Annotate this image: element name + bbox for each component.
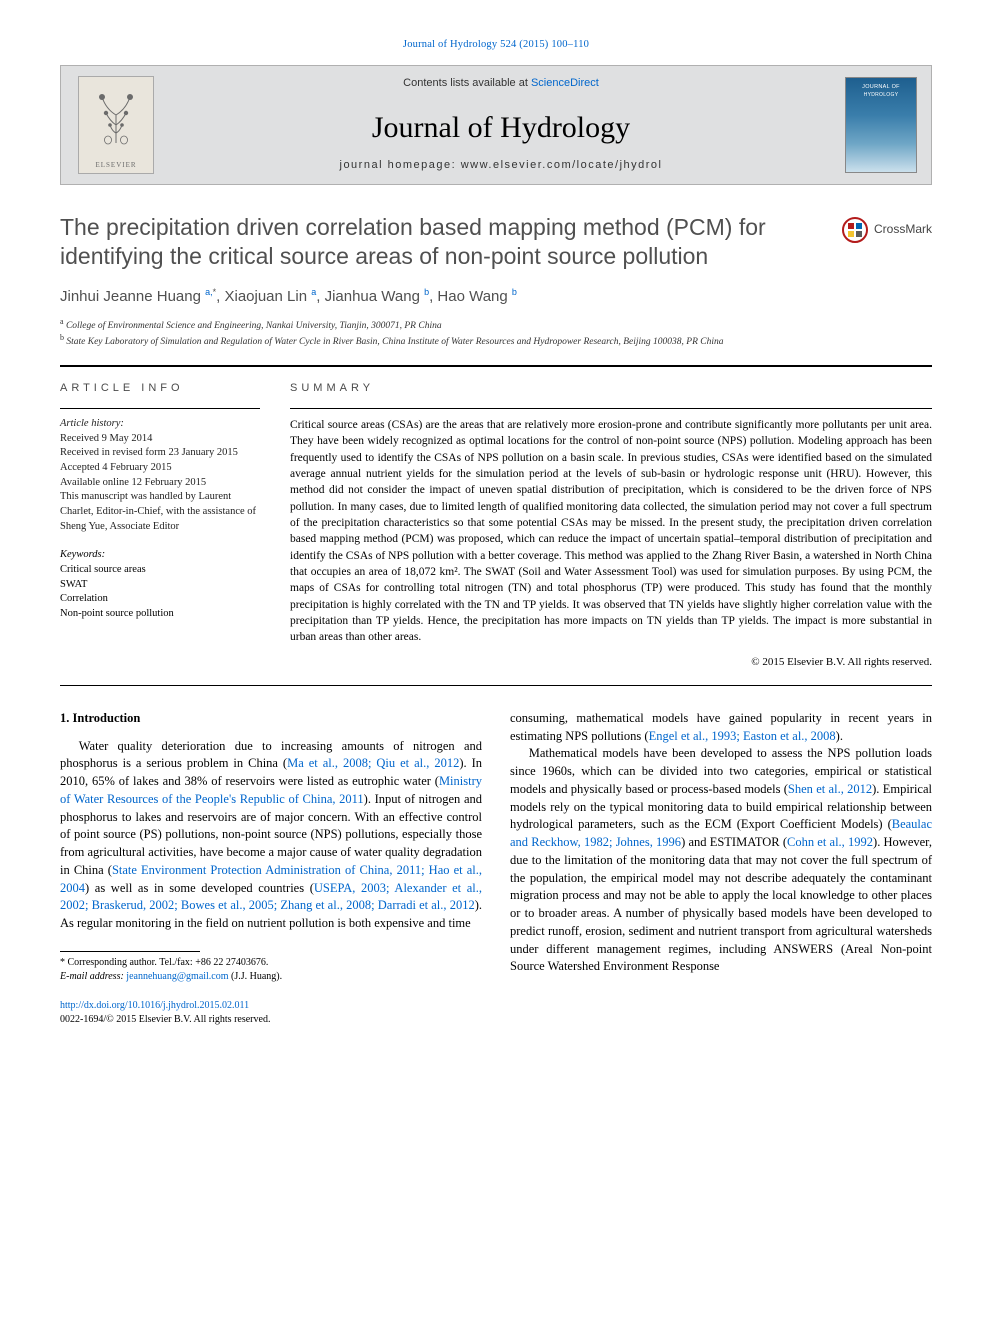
doi-link[interactable]: http://dx.doi.org/10.1016/j.jhydrol.2015… bbox=[60, 1000, 249, 1011]
section-heading: 1. Introduction bbox=[60, 710, 482, 728]
body-paragraph: consuming, mathematical models have gain… bbox=[510, 710, 932, 746]
author-list: Jinhui Jeanne Huang a,*, Xiaojuan Lin a,… bbox=[60, 286, 932, 307]
history-line: Available online 12 February 2015 bbox=[60, 476, 260, 491]
email-paren: (J.J. Huang). bbox=[229, 971, 283, 982]
divider bbox=[60, 408, 260, 409]
section-number: 1. bbox=[60, 711, 69, 725]
crossmark-label: CrossMark bbox=[874, 221, 932, 238]
tree-icon bbox=[90, 85, 142, 145]
homepage-url: www.elsevier.com/locate/jhydrol bbox=[461, 159, 663, 171]
body-paragraph: Mathematical models have been developed … bbox=[510, 745, 932, 976]
elsevier-label: ELSEVIER bbox=[95, 161, 136, 173]
footnote-rule bbox=[60, 951, 200, 952]
cover-line1: JOURNAL OF bbox=[846, 84, 916, 92]
crossmark-icon bbox=[842, 217, 868, 243]
journal-homepage: journal homepage: www.elsevier.com/locat… bbox=[179, 158, 823, 173]
contents-line: Contents lists available at ScienceDirec… bbox=[179, 76, 823, 91]
contents-prefix: Contents lists available at bbox=[403, 77, 531, 89]
history-line: This manuscript was handled by Laurent C… bbox=[60, 490, 260, 534]
corresponding-email-link[interactable]: jeannehuang@gmail.com bbox=[126, 971, 228, 982]
journal-cover-thumb: JOURNAL OF HYDROLOGY bbox=[845, 77, 917, 173]
keyword: Non-point source pollution bbox=[60, 607, 260, 622]
divider bbox=[290, 408, 932, 409]
keyword: Critical source areas bbox=[60, 563, 260, 578]
section-title: Introduction bbox=[73, 711, 141, 725]
body-paragraph: Water quality deterioration due to incre… bbox=[60, 738, 482, 933]
issue-citation: Journal of Hydrology 524 (2015) 100–110 bbox=[60, 38, 932, 53]
journal-banner: ELSEVIER Contents lists available at Sci… bbox=[60, 65, 932, 185]
affil-b: State Key Laboratory of Simulation and R… bbox=[66, 337, 723, 347]
journal-title: Journal of Hydrology bbox=[179, 107, 823, 149]
history-label: Article history: bbox=[60, 418, 124, 429]
copyright-line: © 2015 Elsevier B.V. All rights reserved… bbox=[290, 655, 932, 670]
affiliations: a College of Environmental Science and E… bbox=[60, 317, 932, 349]
cover-box: JOURNAL OF HYDROLOGY bbox=[831, 66, 931, 184]
summary-heading: summary bbox=[290, 381, 932, 396]
affil-a: College of Environmental Science and Eng… bbox=[66, 321, 442, 331]
homepage-prefix: journal homepage: bbox=[340, 159, 461, 171]
article-info-heading: article info bbox=[60, 381, 260, 396]
issn-copyright: 0022-1694/© 2015 Elsevier B.V. All right… bbox=[60, 1013, 482, 1027]
sciencedirect-link[interactable]: ScienceDirect bbox=[531, 77, 599, 89]
crossmark-widget[interactable]: CrossMark bbox=[842, 217, 932, 243]
cover-line2: HYDROLOGY bbox=[846, 92, 916, 99]
email-line: E-mail address: jeannehuang@gmail.com (J… bbox=[60, 970, 482, 985]
keyword: SWAT bbox=[60, 578, 260, 593]
elsevier-logo: ELSEVIER bbox=[78, 76, 154, 174]
history-line: Received 9 May 2014 bbox=[60, 432, 260, 447]
email-label: E-mail address: bbox=[60, 971, 126, 982]
article-title: The precipitation driven correlation bas… bbox=[60, 213, 826, 272]
abstract-text: Critical source areas (CSAs) are the are… bbox=[290, 417, 932, 646]
issue-citation-link[interactable]: Journal of Hydrology 524 (2015) 100–110 bbox=[403, 39, 589, 50]
corresponding-note: * Corresponding author. Tel./fax: +86 22… bbox=[60, 956, 482, 971]
keyword: Correlation bbox=[60, 592, 260, 607]
divider bbox=[60, 685, 932, 686]
publisher-logo-box: ELSEVIER bbox=[61, 66, 171, 184]
keywords-label: Keywords: bbox=[60, 548, 260, 563]
history-line: Received in revised form 23 January 2015 bbox=[60, 446, 260, 461]
history-line: Accepted 4 February 2015 bbox=[60, 461, 260, 476]
